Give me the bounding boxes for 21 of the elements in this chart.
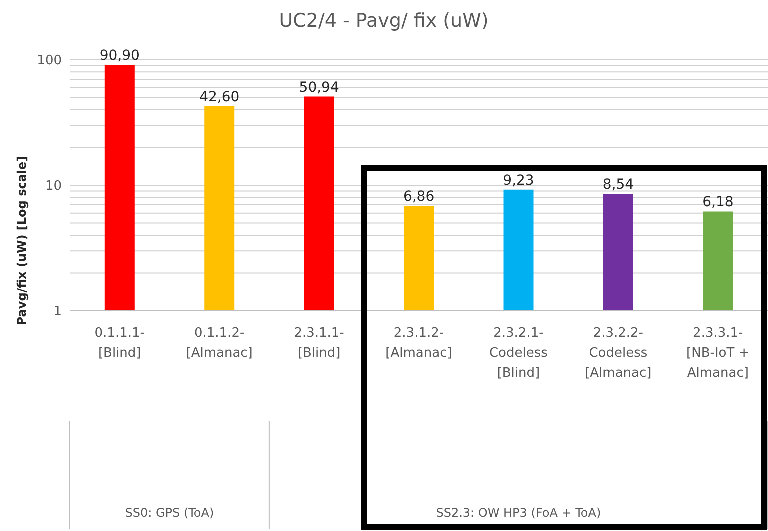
y-tick-label: 100 [37, 54, 62, 69]
y-tick-label: 1 [54, 304, 62, 320]
data-label: 9,23 [503, 172, 534, 189]
x-tick-label: 2.3.2.2- Codeless [Almanac] [585, 326, 652, 381]
data-label: 6,18 [702, 194, 734, 211]
chart-title: UC2/4 - Pavg/ fix (uW) [278, 10, 490, 32]
data-label: 90,90 [100, 48, 140, 64]
data-label: 42,60 [200, 90, 240, 106]
x-tick-label: 2.3.1.2- [Almanac] [386, 326, 452, 361]
x-tick-label: 2.3.2.1- Codeless [Blind] [489, 326, 548, 381]
text: SS0: GPS (ToA) [125, 506, 214, 520]
data-label: 8,54 [602, 177, 634, 194]
x-tick-label: 2.3.3.1- [NB-IoT + Almanac] [686, 326, 750, 381]
y-axis-title: Pavg/fix (uW) [Log scale] [15, 156, 29, 326]
data-label: 50,94 [299, 80, 340, 96]
y-tick-label: 10 [45, 179, 62, 194]
x-tick-label: 2.3.1.1- [Blind] [294, 326, 345, 361]
x-tick-label: 0.1.1.1- [Blind] [94, 326, 146, 361]
x-tick-label: 0.1.1.2- [Almanac] [186, 326, 253, 361]
data-label: 6,86 [403, 189, 435, 206]
text: SS2.3: OW HP3 (FoA + ToA) [436, 506, 602, 520]
